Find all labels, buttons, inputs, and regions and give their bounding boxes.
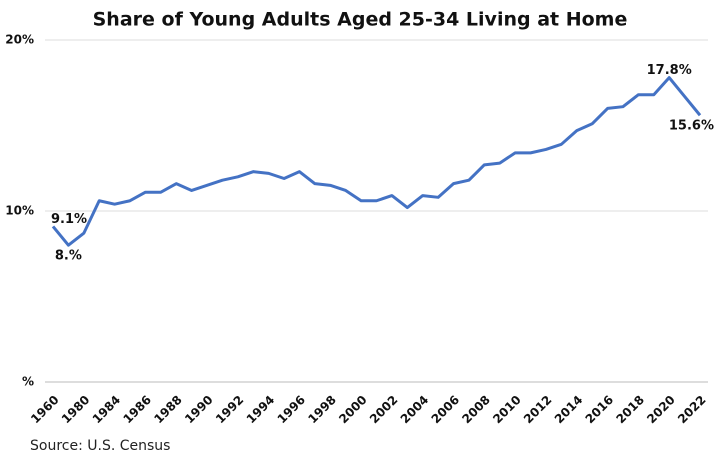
chart-title: Share of Young Adults Aged 25-34 Living … (93, 9, 628, 31)
value-label: 17.8% (647, 63, 692, 78)
x-tick-label: 1960 (28, 393, 62, 427)
y-tick-label: 20% (5, 33, 34, 47)
x-tick-label: 1992 (213, 393, 247, 427)
x-tick-label: 1984 (90, 393, 124, 427)
x-tick-label: 2004 (398, 393, 432, 427)
x-tick-label: 1990 (182, 393, 216, 427)
source-note: Source: U.S. Census (30, 438, 170, 454)
x-tick-label: 2010 (490, 393, 524, 427)
x-tick-label: 2018 (613, 393, 647, 427)
x-tick-label: 1998 (305, 393, 339, 427)
x-tick-label: 2002 (367, 393, 401, 427)
x-tick-label: 2016 (583, 393, 617, 427)
data-line (51, 76, 702, 247)
x-tick-label: 2014 (552, 393, 586, 427)
value-label: 8.% (55, 249, 82, 264)
value-label: 9.1% (51, 212, 87, 227)
x-tick-label: 1986 (121, 393, 155, 427)
x-tick-label: 1994 (244, 393, 278, 427)
x-tick-label: 1988 (151, 393, 185, 427)
y-tick-label: 10% (5, 204, 34, 218)
y-tick-label: % (22, 375, 34, 389)
x-tick-label: 2022 (675, 393, 709, 427)
x-tick-label: 1996 (275, 393, 309, 427)
value-label: 15.6% (669, 119, 714, 134)
x-tick-label: 2012 (521, 393, 555, 427)
x-tick-label: 1980 (59, 393, 93, 427)
x-tick-label: 2020 (644, 393, 678, 427)
x-tick-label: 2000 (336, 393, 370, 427)
x-tick-label: 2008 (459, 393, 493, 427)
x-tick-label: 2006 (429, 393, 463, 427)
